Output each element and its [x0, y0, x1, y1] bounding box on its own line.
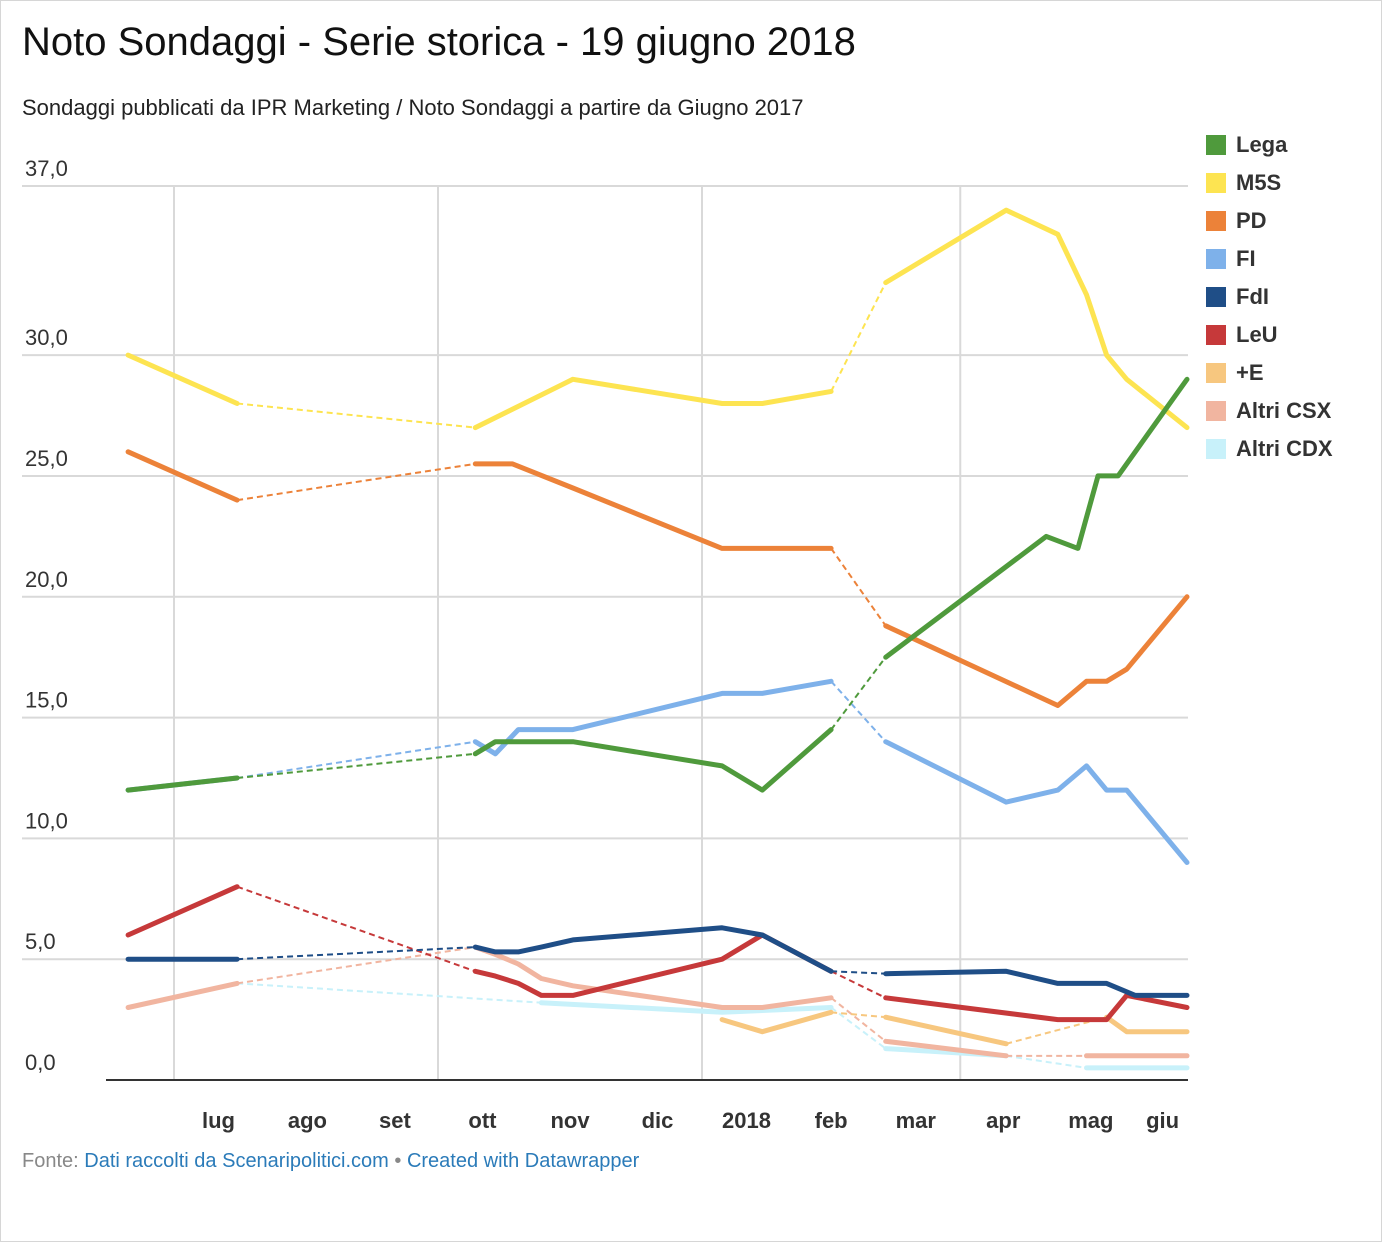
y-tick-label: 5,0	[25, 929, 56, 954]
series-gap-piu-e	[831, 1011, 886, 1019]
series-line-m5s	[472, 376, 834, 431]
series-gap-lega	[830, 656, 887, 731]
y-tick-label: 20,0	[25, 567, 68, 592]
series-gap-pd	[236, 462, 476, 502]
series-line-piu-e	[719, 1009, 834, 1035]
x-tick-label: apr	[986, 1108, 1021, 1133]
y-tick-label: 37,0	[25, 156, 68, 181]
legend-label: Altri CDX	[1236, 436, 1333, 461]
series-gap-piu-e	[1005, 1016, 1107, 1045]
series-gap-m5s	[830, 282, 887, 392]
x-tick-label: mag	[1068, 1108, 1113, 1133]
series-line-altri-csx	[472, 944, 834, 1010]
legend-item-m5s[interactable]: M5S	[1206, 164, 1333, 202]
legend-swatch	[1206, 363, 1226, 383]
source-prefix: Fonte:	[22, 1150, 85, 1172]
series-line-altri-csx	[883, 1038, 1009, 1059]
x-tick-label: nov	[550, 1108, 590, 1133]
legend: Lega M5S PD FI FdI LeU +E Altri CSX Altr…	[1206, 126, 1333, 468]
series-line-pd	[472, 461, 834, 551]
legend-swatch	[1206, 173, 1226, 193]
x-tick-label: mar	[896, 1108, 937, 1133]
legend-item-altri-csx[interactable]: Altri CSX	[1206, 392, 1333, 430]
legend-label: Altri CSX	[1236, 398, 1332, 423]
series-line-leu	[125, 884, 240, 938]
series-gap-pd	[830, 547, 887, 627]
series-gap-leu	[830, 970, 887, 999]
footer-separator: •	[388, 1150, 407, 1172]
legend-swatch	[1206, 211, 1226, 231]
series-line-leu	[883, 992, 1190, 1023]
legend-item-altri-cdx[interactable]: Altri CDX	[1206, 430, 1333, 468]
source-link[interactable]: Dati raccolti da Scenaripolitici.com	[84, 1150, 389, 1172]
series-gap-altri-cdx	[830, 1006, 887, 1050]
legend-swatch	[1206, 249, 1226, 269]
x-tick-label: ott	[468, 1108, 497, 1133]
series-line-pd	[883, 594, 1190, 708]
legend-label: +E	[1236, 360, 1264, 385]
series-gap-fi	[830, 680, 887, 743]
x-tick-label: set	[379, 1108, 411, 1133]
series-line-piu-e	[1104, 1014, 1190, 1035]
legend-swatch	[1206, 325, 1226, 345]
legend-swatch	[1206, 135, 1226, 155]
series-line-fdi	[472, 925, 834, 974]
chart-subtitle: Sondaggi pubblicati da IPR Marketing / N…	[22, 95, 804, 120]
series-line-lega	[883, 376, 1190, 660]
series-line-m5s	[125, 352, 240, 406]
legend-swatch	[1206, 401, 1226, 421]
x-tick-label: dic	[642, 1108, 674, 1133]
series-gap-lega	[237, 752, 476, 779]
series-line-altri-cdx	[538, 1000, 834, 1015]
series-line-leu	[472, 932, 834, 998]
source-footer: Fonte: Dati raccolti da Scenaripolitici.…	[22, 1150, 639, 1173]
y-tick-label: 25,0	[25, 446, 68, 471]
series-gap-fi	[236, 740, 476, 779]
legend-item-piu-europa[interactable]: +E	[1206, 354, 1333, 392]
series-line-altri-csx	[125, 980, 240, 1010]
series-line-piu-e	[883, 1014, 1009, 1047]
y-tick-label: 30,0	[25, 325, 68, 350]
legend-swatch	[1206, 439, 1226, 459]
legend-item-lega[interactable]: Lega	[1206, 126, 1333, 164]
legend-label: M5S	[1236, 170, 1282, 195]
legend-item-pd[interactable]: PD	[1206, 202, 1333, 240]
series-gap-altri-cdx	[237, 982, 542, 1004]
legend-swatch	[1206, 287, 1226, 307]
series-line-pd	[125, 449, 240, 503]
series-gap-leu	[236, 885, 476, 973]
legend-label: FI	[1236, 246, 1256, 271]
legend-label: LeU	[1236, 322, 1278, 347]
y-tick-label: 0,0	[25, 1050, 56, 1075]
legend-label: Lega	[1236, 132, 1288, 157]
series-line-fdi	[883, 968, 1190, 998]
legend-label: PD	[1236, 208, 1267, 233]
y-tick-label: 15,0	[25, 688, 68, 713]
datawrapper-link[interactable]: Created with Datawrapper	[406, 1150, 640, 1172]
series-line-fi	[472, 678, 834, 757]
series-gap-m5s	[237, 402, 476, 429]
x-tick-label: giu	[1146, 1108, 1179, 1133]
series-gap-fdi	[831, 970, 886, 975]
x-tick-label: lug	[202, 1108, 235, 1133]
series-gap-altri-csx	[830, 997, 887, 1043]
legend-label: FdI	[1236, 284, 1269, 309]
series-line-fi	[883, 739, 1190, 865]
legend-item-leu[interactable]: LeU	[1206, 316, 1333, 354]
x-tick-label: feb	[815, 1108, 848, 1133]
series-line-lega	[125, 775, 240, 793]
series-gap-altri-csx	[236, 946, 476, 985]
series-gap-altri-cdx	[1006, 1054, 1087, 1069]
series-line-lega	[472, 727, 834, 793]
y-tick-label: 10,0	[25, 808, 68, 833]
legend-item-fi[interactable]: FI	[1206, 240, 1333, 278]
legend-item-fdi[interactable]: FdI	[1206, 278, 1333, 316]
series-line-m5s	[883, 207, 1190, 431]
chart-title: Noto Sondaggi - Serie storica - 19 giugn…	[22, 20, 856, 64]
x-tick-label: 2018	[722, 1108, 771, 1133]
x-tick-label: ago	[288, 1108, 327, 1133]
